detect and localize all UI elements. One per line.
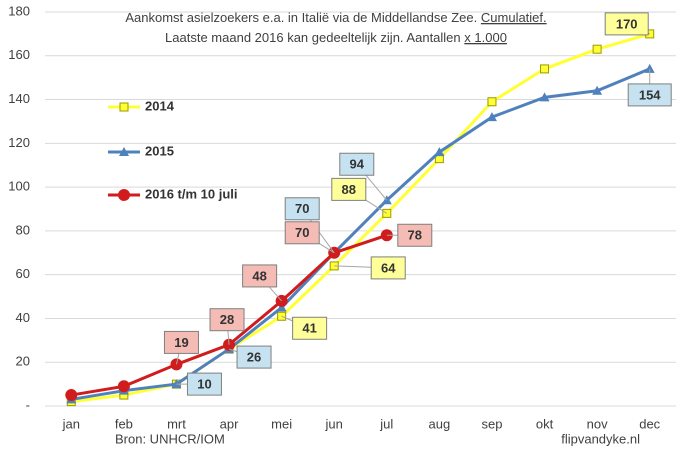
y-tick-label: 120 [8, 135, 30, 150]
series-line [71, 67, 651, 401]
marker [487, 97, 497, 107]
label-box [242, 264, 278, 288]
label-box [236, 345, 272, 369]
title-text: Aankomst asielzoekers e.a. in Italië via… [125, 10, 477, 25]
data-label: 88 [342, 182, 356, 197]
label-box [186, 372, 222, 396]
legend-label: 2015 [145, 143, 174, 158]
data-label: 70 [295, 225, 309, 240]
label-box [209, 308, 245, 332]
data-label: 64 [381, 260, 396, 275]
marker [486, 112, 497, 122]
y-tick-label: - [26, 397, 30, 412]
legend-marker [118, 189, 130, 201]
data-label: 10 [197, 377, 211, 392]
y-tick-label: 160 [8, 47, 30, 62]
x-tick-label: mrt [167, 416, 186, 431]
x-tick-label: nov [587, 416, 608, 431]
x-tick-label: okt [536, 416, 554, 431]
y-tick-label: 180 [8, 3, 30, 18]
y-tick-label: 20 [16, 354, 30, 369]
label-box [163, 330, 199, 354]
chart-subtitle: Laatste maand 2016 kan gedeeltelijk zijn… [165, 30, 507, 45]
data-label: 41 [302, 321, 316, 336]
y-tick-label: 40 [16, 310, 30, 325]
label-box [284, 221, 320, 245]
x-tick-label: jun [325, 416, 343, 431]
y-tick-label: 80 [16, 222, 30, 237]
data-label: 70 [295, 201, 309, 216]
data-label: 154 [639, 87, 661, 102]
legend-label: 2016 t/m 10 juli [145, 186, 238, 201]
marker [644, 63, 655, 73]
label-box [331, 177, 367, 201]
marker [276, 302, 287, 312]
title-emphasis: Cumulatief. [481, 10, 547, 25]
data-label: 94 [350, 157, 365, 172]
data-label: 78 [408, 228, 422, 243]
x-tick-label: jul [379, 416, 393, 431]
x-tick-label: sep [481, 416, 502, 431]
label-box [292, 316, 328, 340]
x-tick-label: apr [220, 416, 239, 431]
marker [592, 44, 602, 54]
data-label: 26 [247, 350, 261, 365]
marker [434, 147, 445, 157]
label-box [284, 197, 320, 221]
x-tick-label: jan [62, 416, 80, 431]
x-tick-label: dec [639, 416, 660, 431]
x-tick-label: aug [429, 416, 451, 431]
credit: flipvandyke.nl [561, 431, 640, 446]
x-tick-label: feb [115, 416, 133, 431]
data-label: 28 [220, 312, 234, 327]
label-box [339, 152, 375, 176]
marker [539, 92, 550, 102]
marker [592, 85, 603, 95]
subtitle-emphasis: x 1.000 [464, 30, 507, 45]
y-tick-label: 60 [16, 266, 30, 281]
series-line [71, 32, 651, 404]
x-tick-label: mei [271, 416, 292, 431]
chart-title: Aankomst asielzoekers e.a. in Italië via… [125, 10, 546, 25]
marker [117, 380, 130, 393]
label-box [397, 223, 433, 247]
label-box [604, 12, 649, 36]
data-label: 48 [252, 268, 266, 283]
marker [65, 389, 78, 402]
label-box [627, 83, 672, 107]
data-label: 19 [174, 335, 188, 350]
label-box [370, 256, 406, 280]
data-label: 170 [616, 16, 638, 31]
marker [540, 64, 550, 74]
legend-label: 2014 [145, 98, 175, 113]
legend-marker [119, 147, 129, 156]
y-tick-label: 100 [8, 179, 30, 194]
legend-marker [119, 102, 129, 112]
source: Bron: UNHCR/IOM [115, 431, 225, 446]
y-tick-label: 140 [8, 91, 30, 106]
subtitle-text: Laatste maand 2016 kan gedeeltelijk zijn… [165, 30, 461, 45]
